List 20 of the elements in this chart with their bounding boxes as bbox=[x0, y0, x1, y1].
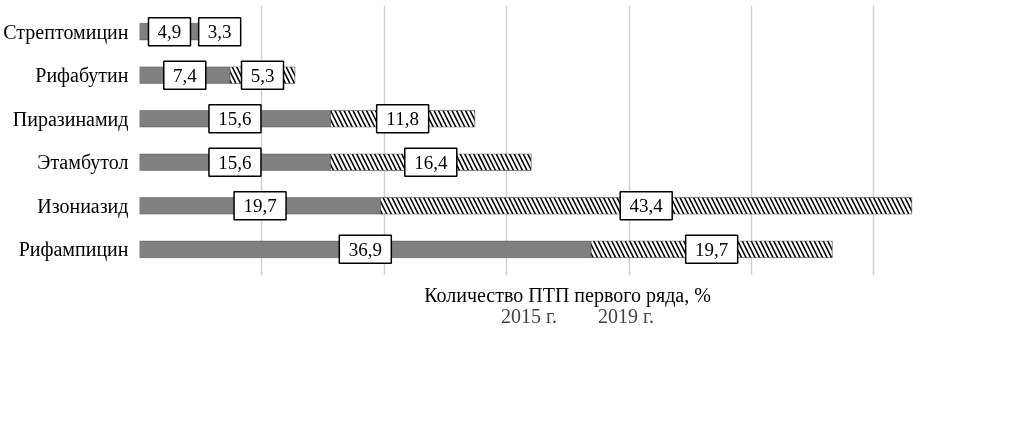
data-label: 16,4 bbox=[414, 151, 448, 173]
data-label: 15,6 bbox=[218, 108, 252, 130]
y-tick-label: Пиразинамид bbox=[12, 107, 129, 131]
data-label: 7,4 bbox=[172, 64, 198, 86]
x-axis-title: Количество ПТП первого ряда, % bbox=[424, 283, 711, 307]
data-label: 11,8 bbox=[386, 108, 419, 130]
data-label: 3,3 bbox=[207, 21, 232, 43]
y-tick-label: Рифабутин bbox=[35, 64, 129, 88]
data-label: 19,7 bbox=[243, 195, 277, 217]
y-tick-label: Этамбутол bbox=[37, 151, 129, 175]
text: 2015 г. bbox=[501, 305, 557, 328]
data-label: 19,7 bbox=[695, 238, 729, 260]
data-label: 43,4 bbox=[629, 195, 664, 217]
y-tick-label: Изониазид bbox=[37, 194, 129, 218]
y-tick-label: Стрептомицин bbox=[3, 20, 129, 44]
data-label: 5,3 bbox=[250, 64, 275, 86]
y-tick-label: Рифампицин bbox=[18, 238, 129, 262]
data-label: 15,6 bbox=[218, 151, 252, 173]
data-label: 36,9 bbox=[348, 238, 382, 260]
data-label: 4,9 bbox=[157, 21, 182, 43]
